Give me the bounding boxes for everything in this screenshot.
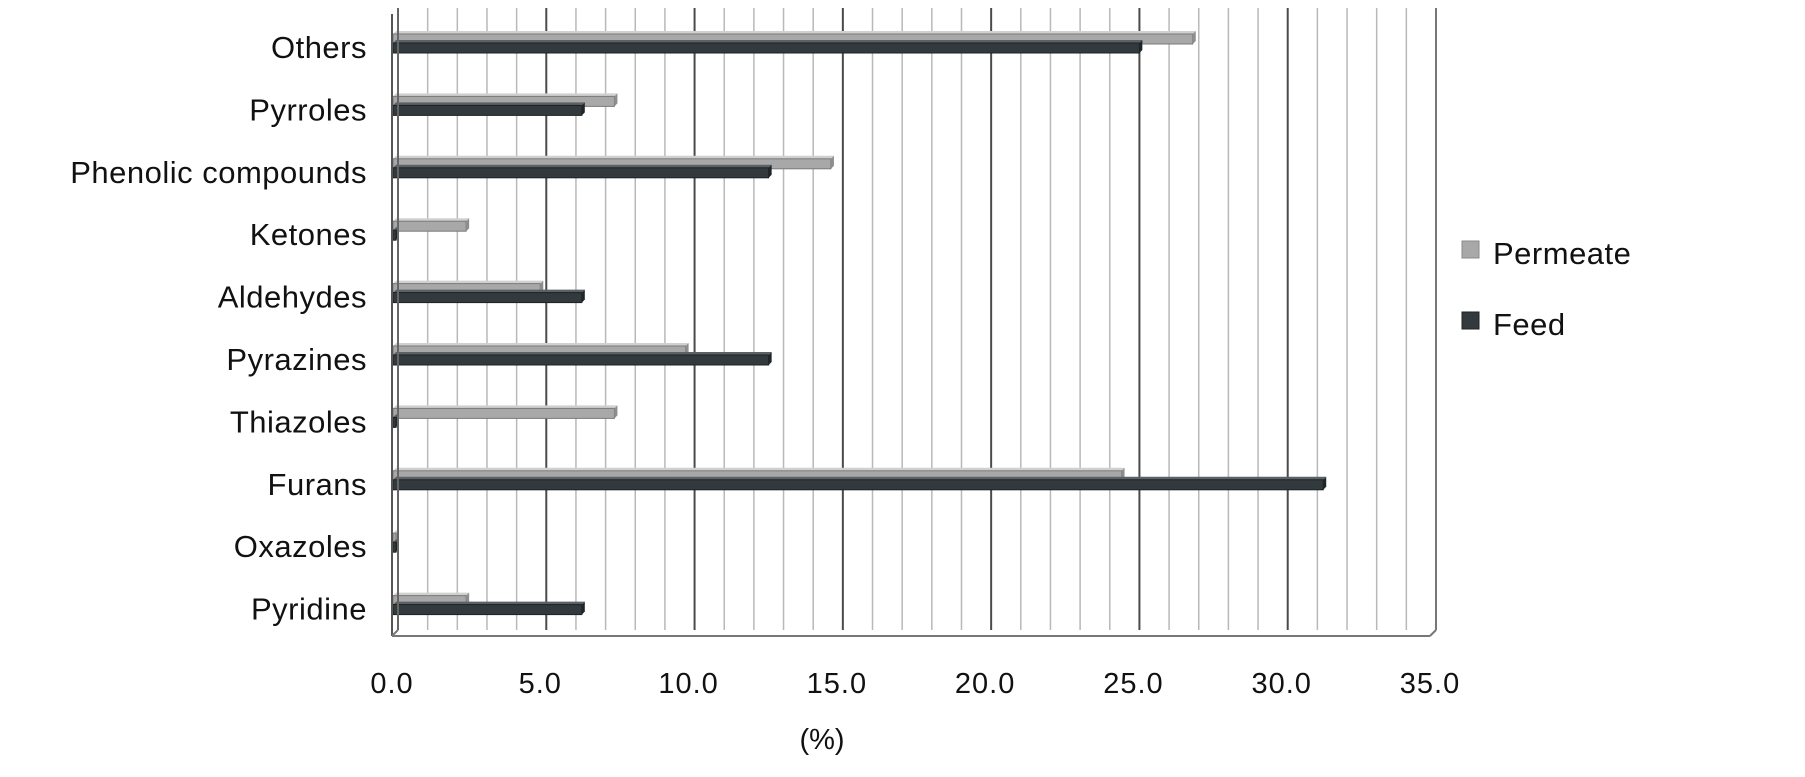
bar-permeate [392, 407, 615, 419]
category-label: Pyrazines [226, 342, 367, 377]
bar-feed [392, 541, 397, 553]
bar-top-face [393, 218, 470, 222]
bar-top-face [393, 592, 470, 596]
x-axis-title: (%) [799, 724, 844, 756]
bar-top-face [393, 405, 618, 409]
category-labels: Others Pyrroles Phenolic compounds Ketones A… [70, 30, 367, 627]
bar-feed [392, 104, 583, 116]
x-tick-label: 30.0 [1251, 668, 1311, 700]
bar-side-face [768, 164, 772, 178]
bar-top-face [393, 164, 772, 168]
axis-depth-edge [1429, 629, 1437, 637]
bars [392, 31, 1327, 616]
category-label: Pyrroles [249, 92, 367, 127]
legend-swatch-permeate [1461, 240, 1480, 259]
bar-top-face [393, 343, 689, 346]
bar-top-face [393, 102, 585, 106]
bar-top-face [393, 352, 772, 355]
x-tick-labels: 0.0 5.0 10.0 15.0 20.0 25.0 30.0 35.0 [370, 668, 1460, 700]
x-tick-label: 0.0 [370, 668, 413, 700]
bar-side-face [1323, 476, 1327, 490]
bar-feed [392, 42, 1140, 54]
x-tick-label: 35.0 [1400, 668, 1460, 700]
x-tick-label: 15.0 [807, 668, 867, 700]
bar-feed [392, 167, 770, 179]
bar-feed [392, 416, 397, 428]
category-label: Others [271, 30, 367, 65]
category-label: Phenolic compounds [70, 155, 367, 190]
bar-top-face [393, 476, 1327, 480]
bar-side-face [581, 289, 585, 303]
x-tick-label: 5.0 [519, 668, 562, 700]
bar-side-face [768, 352, 772, 365]
bar-top-face [393, 289, 585, 293]
bar-feed [392, 479, 1324, 491]
category-label: Ketones [250, 217, 367, 252]
bar-top-face [393, 155, 834, 159]
category-label: Thiazoles [230, 404, 367, 439]
x-tick-label: 25.0 [1103, 668, 1163, 700]
category-label: Furans [268, 467, 367, 502]
x-tick-label: 10.0 [658, 668, 718, 700]
bar-side-face [581, 102, 585, 116]
axes [391, 8, 1437, 637]
x-tick-label: 20.0 [955, 668, 1015, 700]
bar-feed [392, 229, 397, 241]
bar-top-face [393, 467, 1125, 471]
bar-feed [392, 604, 583, 616]
bar-side-face [614, 405, 618, 419]
legend-label: Feed [1493, 307, 1566, 342]
legend-label: Permeate [1493, 236, 1631, 271]
bar-top-face [393, 93, 618, 97]
bar-top-face [393, 40, 1143, 43]
category-label: Pyridine [251, 592, 367, 627]
bar-feed [392, 354, 770, 366]
bar-side-face [614, 93, 618, 107]
legend-swatch-feed [1461, 311, 1480, 330]
bar-feed [392, 292, 583, 304]
category-label: Aldehydes [218, 280, 367, 315]
bar-permeate [392, 220, 467, 232]
bar-side-face [581, 601, 585, 615]
bar-top-face [393, 280, 544, 284]
bar-side-face [1192, 31, 1196, 44]
axis-depth-edge [391, 629, 399, 637]
category-label: Oxazoles [234, 529, 367, 564]
bar-top-face [393, 601, 585, 605]
bar-top-face [393, 31, 1196, 34]
bar-side-face [830, 155, 834, 169]
legend: Permeate Feed [1461, 236, 1631, 342]
bar-side-face [466, 218, 470, 232]
bar-side-face [1139, 40, 1143, 53]
